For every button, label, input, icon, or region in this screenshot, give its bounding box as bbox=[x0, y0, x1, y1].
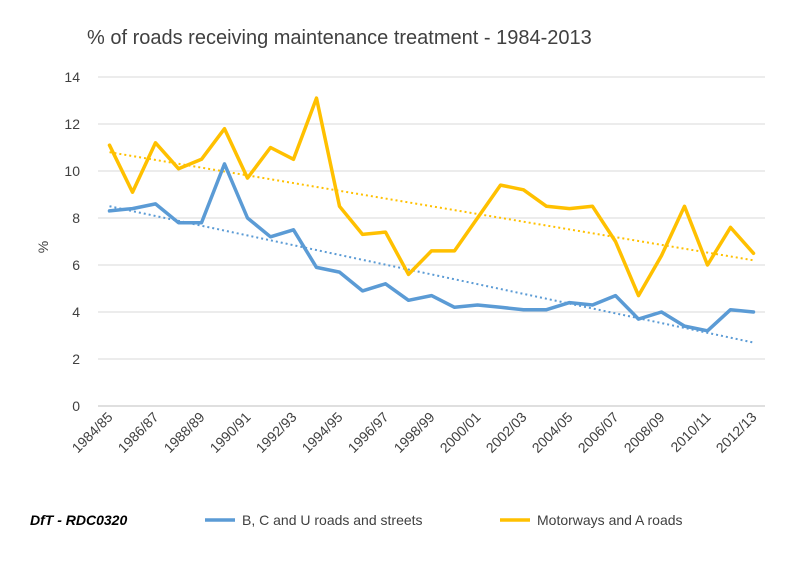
x-tick-label: 1996/97 bbox=[345, 409, 392, 456]
legend: B, C and U roads and streets Motorways an… bbox=[205, 512, 683, 528]
y-tick-label: 0 bbox=[72, 398, 80, 414]
x-axis-ticks: 1984/851986/871988/891990/911992/931994/… bbox=[69, 409, 760, 456]
gridlines bbox=[98, 76, 765, 407]
x-tick-label: 1994/95 bbox=[299, 409, 346, 456]
series-line bbox=[107, 96, 756, 298]
x-tick-label: 2002/03 bbox=[483, 409, 530, 456]
chart-title: % of roads receiving maintenance treatme… bbox=[87, 27, 592, 49]
series-line bbox=[107, 162, 756, 333]
trendline bbox=[109, 205, 754, 344]
x-tick-label: 1998/99 bbox=[391, 409, 438, 456]
source-note: DfT - RDC0320 bbox=[30, 512, 127, 528]
x-tick-label: 2000/01 bbox=[437, 409, 484, 456]
x-tick-label: 2006/07 bbox=[575, 409, 622, 456]
trendline bbox=[109, 151, 754, 262]
y-tick-label: 12 bbox=[64, 116, 80, 132]
y-tick-label: 4 bbox=[72, 304, 80, 320]
x-tick-label: 2012/13 bbox=[713, 409, 760, 456]
y-tick-label: 2 bbox=[72, 351, 80, 367]
x-tick-label: 1990/91 bbox=[207, 409, 254, 456]
y-axis-label: % bbox=[35, 241, 51, 253]
y-tick-label: 6 bbox=[72, 257, 80, 273]
x-tick-label: 1984/85 bbox=[69, 409, 116, 456]
y-tick-label: 10 bbox=[64, 163, 80, 179]
y-axis-ticks: 0 2 4 6 8 10 12 14 bbox=[64, 69, 80, 414]
x-tick-label: 1988/89 bbox=[161, 409, 208, 456]
x-tick-label: 2004/05 bbox=[529, 409, 576, 456]
series-lines bbox=[107, 96, 756, 333]
y-tick-label: 8 bbox=[72, 210, 80, 226]
x-tick-label: 2008/09 bbox=[621, 409, 668, 456]
x-tick-label: 2010/11 bbox=[667, 409, 714, 456]
legend-label: B, C and U roads and streets bbox=[242, 512, 423, 528]
legend-label: Motorways and A roads bbox=[537, 512, 683, 528]
trendlines bbox=[109, 151, 754, 344]
x-tick-label: 1986/87 bbox=[115, 409, 162, 456]
y-tick-label: 14 bbox=[64, 69, 80, 85]
x-tick-label: 1992/93 bbox=[253, 409, 300, 456]
